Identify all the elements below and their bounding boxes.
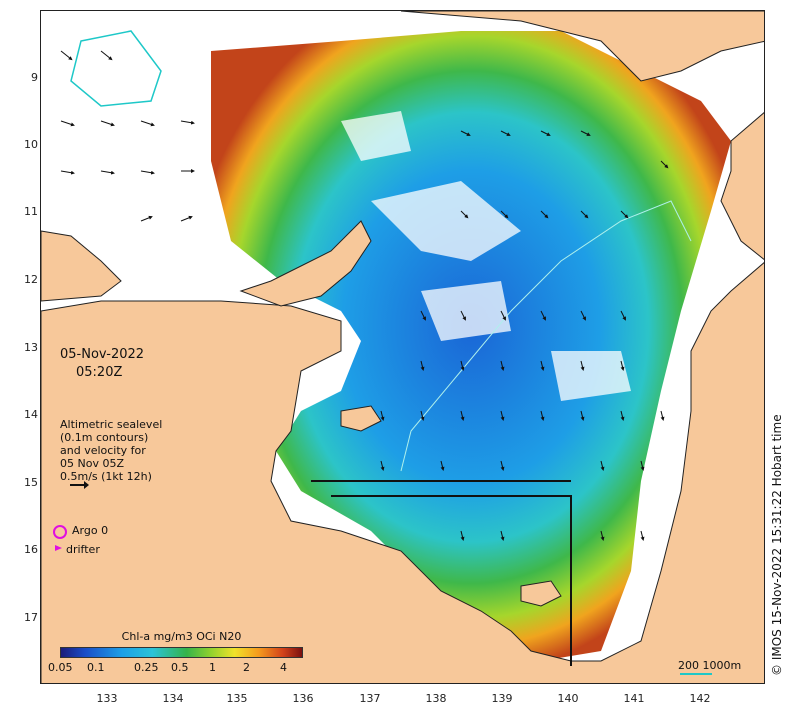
colorbar (60, 647, 303, 658)
island-1 (340, 405, 382, 432)
y-tick-label: 14 (24, 408, 38, 421)
island-3 (70, 30, 162, 107)
x-tick-label: 141 (623, 692, 645, 705)
y-tick-label: 13 (24, 341, 38, 354)
y-tick-label: 9 (31, 71, 38, 84)
x-tick-label: 140 (557, 692, 579, 705)
argo-circle-icon (53, 525, 67, 539)
colorbar-tick: 4 (280, 661, 287, 674)
y-tick-label: 15 (24, 476, 38, 489)
note-line: 0.5m/s (1kt 12h) (60, 470, 152, 483)
colorbar-tick: 2 (243, 661, 250, 674)
x-tick-label: 138 (425, 692, 447, 705)
colorbar-tick: 0.1 (87, 661, 105, 674)
land-west-point (41, 230, 122, 302)
chlorophyll-field (211, 31, 731, 661)
x-tick-label: 134 (162, 692, 184, 705)
land-peninsula (239, 220, 372, 307)
map-frame (40, 10, 765, 684)
argo-label: Argo 0 (72, 524, 109, 537)
x-tick-label: 139 (491, 692, 513, 705)
depth-scale-line (680, 673, 712, 675)
note-line: 05 Nov 05Z (60, 457, 124, 470)
colorbar-tick: 0.5 (171, 661, 189, 674)
y-tick-label: 12 (24, 273, 38, 286)
land-north (400, 11, 764, 82)
imos-credit: © IMOS 15-Nov-2022 15:31:22 Hobart time (770, 414, 784, 676)
colorbar-tick: 1 (209, 661, 216, 674)
x-tick-label: 135 (226, 692, 248, 705)
velocity-scale-arrow-icon (70, 481, 89, 489)
note-line: Altimetric sealevel (60, 418, 163, 431)
note-line: and velocity for (60, 444, 146, 457)
sealevel-note: Altimetric sealevel (0.1m contours) and … (60, 418, 162, 483)
y-tick-label: 11 (24, 205, 38, 218)
note-line: (0.1m contours) (60, 431, 149, 444)
land-gulf-coast (41, 262, 764, 683)
land-east (720, 112, 764, 261)
velocity-arrows (60, 50, 669, 541)
drifter-label: drifter (66, 543, 100, 556)
island-2 (520, 580, 562, 607)
colorbar-tick: 0.05 (48, 661, 73, 674)
x-tick-label: 137 (359, 692, 381, 705)
x-tick-label: 133 (96, 692, 118, 705)
isobath-contour (400, 200, 692, 472)
map-canvas (41, 11, 764, 683)
colorbar-tick: 0.25 (134, 661, 159, 674)
cloud-gaps (341, 111, 631, 401)
y-tick-label: 16 (24, 543, 38, 556)
colorbar-title: Chl-a mg/m3 OCi N20 (121, 630, 242, 643)
time-label: 05:20Z (76, 365, 123, 380)
date-time-overlay: 05-Nov-2022 05:20Z (60, 346, 144, 382)
drifter-arrow-icon (55, 545, 62, 551)
date-label: 05-Nov-2022 (60, 347, 145, 362)
y-tick-label: 10 (24, 138, 38, 151)
x-tick-label: 136 (292, 692, 314, 705)
depth-scale-label: 200 1000m (678, 659, 742, 672)
x-tick-label: 142 (689, 692, 711, 705)
vessel-track (311, 480, 572, 666)
y-tick-label: 17 (24, 611, 38, 624)
